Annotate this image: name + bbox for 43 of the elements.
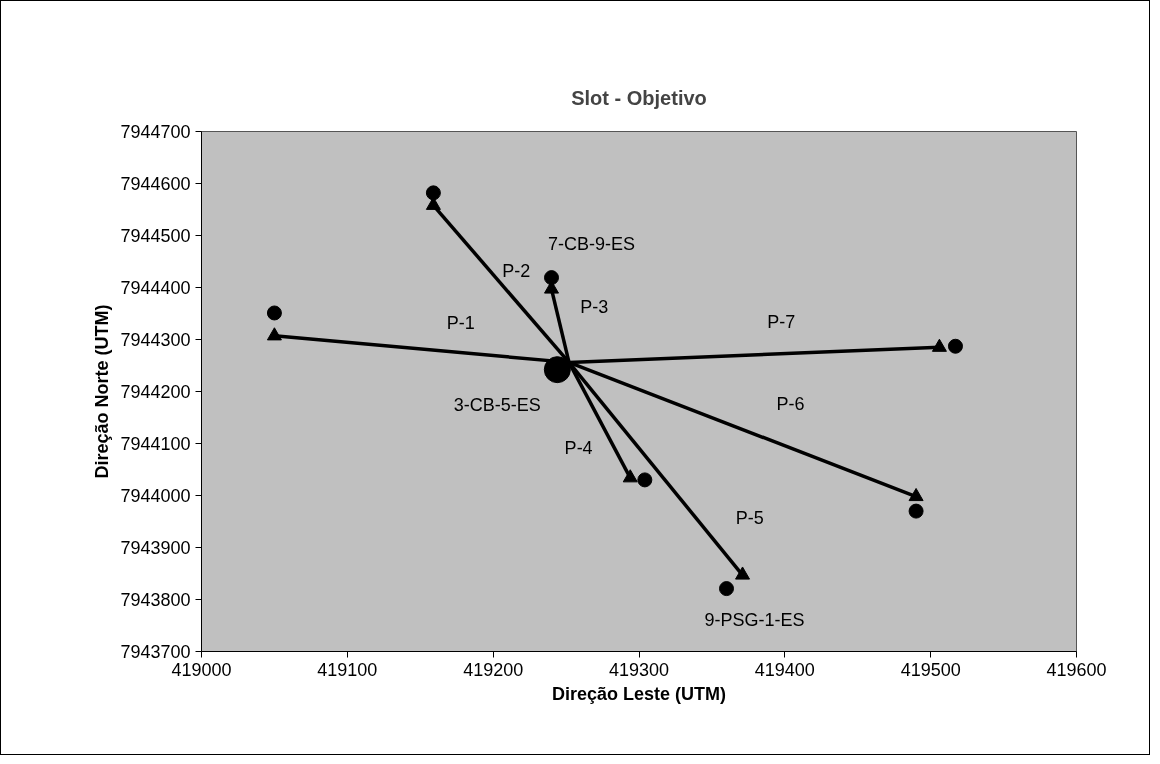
- y-tick-label: 7944000: [120, 486, 191, 506]
- point: [719, 581, 734, 597]
- y-axis-title: Direção Norte (UTM): [92, 304, 113, 479]
- point: [908, 503, 924, 519]
- x-tick-label: 419000: [171, 659, 232, 680]
- series-label: P-5: [735, 507, 764, 528]
- x-tick-label: 419400: [754, 659, 815, 680]
- y-tick-label: 7943900: [120, 538, 191, 558]
- x-tick-label: 419200: [463, 659, 524, 680]
- series-label: 3-CB-5-ES: [453, 394, 541, 415]
- point: [735, 566, 751, 580]
- y-tick-label: 7943700: [120, 642, 191, 662]
- x-axis-title: Direção Leste (UTM): [551, 683, 727, 704]
- point: [931, 338, 947, 352]
- point: [544, 270, 559, 286]
- series-label: P-1: [446, 313, 475, 334]
- y-tick-label: 7944400: [120, 278, 191, 298]
- y-tick-label: 7944100: [120, 434, 191, 454]
- point: [637, 472, 653, 488]
- y-tick-label: 7944200: [120, 382, 191, 402]
- y-tick-label: 7943800: [120, 590, 191, 610]
- y-tick-label: 7944600: [120, 174, 191, 194]
- y-tick-label: 7944500: [120, 226, 191, 246]
- series-label: P-4: [564, 438, 593, 459]
- series-label: P-7: [767, 311, 796, 332]
- y-tick-label: 7944700: [120, 122, 191, 142]
- y-tick-label: 7944300: [120, 330, 191, 350]
- series-label: 7-CB-9-ES: [547, 233, 636, 254]
- x-tick-label: 419600: [1046, 659, 1107, 680]
- x-tick-label: 419300: [608, 659, 670, 680]
- series-label: P-6: [776, 394, 805, 415]
- x-tick-label: 419100: [317, 659, 378, 680]
- series-label: 9-PSG-1-ES: [704, 609, 805, 630]
- point: [266, 327, 282, 341]
- x-tick-label: 419500: [900, 659, 961, 680]
- chart-title: Slot - Objetivo: [571, 87, 707, 109]
- series-label: P-2: [502, 260, 531, 281]
- point: [622, 469, 638, 483]
- point: [266, 305, 282, 321]
- series-label: P-3: [580, 296, 609, 317]
- point: [908, 487, 924, 502]
- point: [425, 185, 441, 201]
- point: [947, 338, 963, 354]
